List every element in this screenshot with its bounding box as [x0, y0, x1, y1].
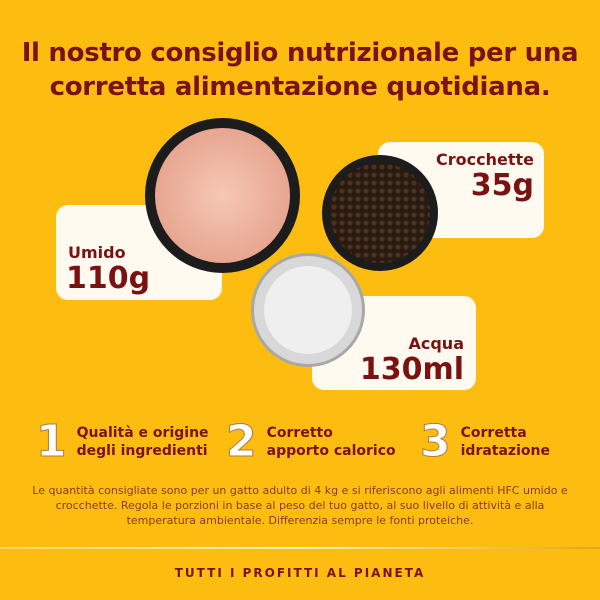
kibble-bowl-image	[322, 155, 438, 271]
umido-value: 110g	[66, 261, 151, 296]
page-title: Il nostro consiglio nutrizionale per una…	[21, 38, 579, 102]
feature-3: 3 Corretta idratazione	[420, 416, 550, 467]
umido-label: Umido	[68, 243, 126, 262]
footer-slogan: TUTTI I PROFITTI AL PIANETA	[174, 566, 426, 580]
crocchette-value: 35g	[470, 168, 534, 203]
feature-1: 1 Qualità e origine degli ingredienti	[36, 416, 209, 467]
crocchette-label: Crocchette	[436, 150, 534, 169]
divider	[0, 547, 600, 549]
water-bowl-image	[251, 253, 365, 367]
feature-number: 3	[420, 416, 452, 467]
feature-2: 2 Corretto apporto calorico	[226, 416, 396, 467]
acqua-label: Acqua	[408, 334, 464, 353]
acqua-value: 130ml	[359, 352, 464, 387]
wet-food-bowl-image	[145, 118, 300, 273]
disclaimer-note: Le quantità consigliate sono per un gatt…	[32, 484, 568, 527]
feature-number: 2	[226, 416, 258, 467]
feature-number: 1	[36, 416, 68, 467]
